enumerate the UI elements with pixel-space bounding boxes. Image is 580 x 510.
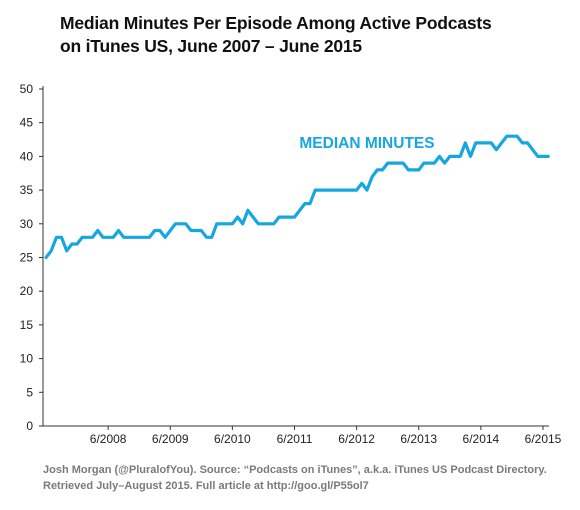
- series-line-median-minutes: [44, 134, 550, 260]
- y-tick-label: 20: [20, 284, 34, 298]
- chart-title-line-1: Median Minutes Per Episode Among Active …: [60, 13, 492, 33]
- y-tick-label: 15: [20, 318, 34, 332]
- footer-line-2: Retrieved July–August 2015. Full article…: [43, 480, 369, 492]
- y-tick-label: 30: [20, 217, 34, 231]
- chart-title-line-2: on iTunes US, June 2007 – June 2015: [60, 36, 362, 56]
- x-tick-label: 6/2015: [525, 432, 562, 446]
- y-tick-label: 25: [20, 251, 34, 265]
- y-tick-label: 0: [26, 419, 33, 433]
- x-tick-label: 6/2009: [152, 432, 189, 446]
- x-tick-label: 6/2012: [338, 432, 375, 446]
- x-tick-label: 6/2011: [277, 432, 313, 446]
- x-tick-label: 6/2014: [463, 432, 500, 446]
- y-tick-label: 5: [26, 385, 33, 399]
- x-tick-label: 6/2010: [214, 432, 251, 446]
- y-tick-label: 45: [20, 116, 34, 130]
- y-tick-label: 40: [20, 149, 34, 163]
- chart-title: Median Minutes Per Episode Among Active …: [60, 12, 560, 58]
- x-tick-label: 6/2013: [400, 432, 437, 446]
- series-annotation-label: MEDIAN MINUTES: [299, 135, 434, 152]
- chart-footer: Josh Morgan (@PluralofYou). Source: “Pod…: [43, 462, 573, 494]
- y-tick-label: 50: [20, 82, 34, 96]
- y-tick-label: 10: [20, 352, 34, 366]
- footer-line-1: Josh Morgan (@PluralofYou). Source: “Pod…: [43, 464, 547, 476]
- x-tick-label: 6/2008: [90, 432, 127, 446]
- y-tick-label: 35: [20, 183, 34, 197]
